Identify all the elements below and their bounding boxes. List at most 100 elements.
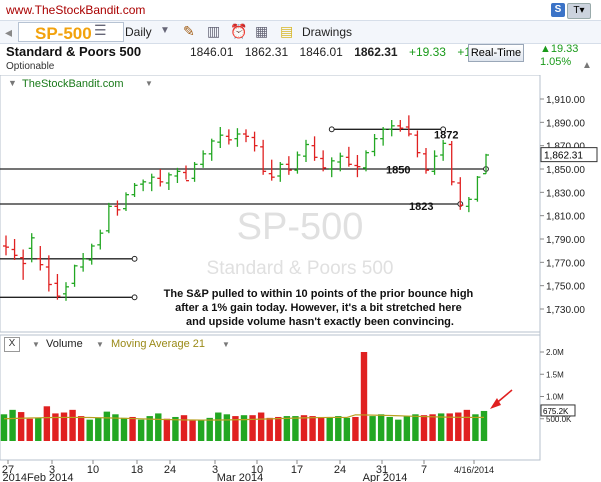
- ohlc-bar: [11, 239, 18, 260]
- ohlc-bar: [354, 155, 361, 178]
- volume-tick-label: 1.5M: [546, 370, 564, 379]
- badge-s[interactable]: S: [551, 3, 565, 17]
- volume-bar: [17, 412, 25, 441]
- volume-bar: [429, 414, 436, 441]
- ohlc-bar: [414, 130, 421, 158]
- alarm-clock-icon[interactable]: ⏰: [230, 23, 248, 39]
- volume-current-label: 675.2K: [543, 407, 569, 416]
- volume-bar: [240, 415, 248, 441]
- collapse-icon[interactable]: ▲: [582, 60, 592, 71]
- ohlc-bar: [123, 192, 129, 211]
- source-chevron-icon[interactable]: ▼: [145, 79, 153, 88]
- level-label-1872: 1872: [434, 130, 458, 142]
- badge-t[interactable]: T▾: [567, 3, 591, 19]
- rt-up-arrow-icon: ▲: [540, 43, 551, 55]
- volume-bar: [275, 416, 282, 441]
- volume-label-chevron-icon[interactable]: ▼: [96, 340, 104, 349]
- volume-bar: [326, 416, 333, 441]
- brand-link[interactable]: www.TheStockBandit.com: [6, 3, 146, 17]
- tools-icon[interactable]: ✎: [183, 23, 195, 39]
- badge-s-label: S: [554, 4, 562, 15]
- period-select[interactable]: Daily: [125, 25, 152, 39]
- annotation-text: The S&P pulled to within 10 points of th…: [164, 288, 477, 328]
- symbol-input[interactable]: SP-500: [18, 22, 124, 43]
- volume-bar: [455, 412, 462, 441]
- ohlc-bar: [234, 128, 241, 147]
- ohlc-bar: [294, 151, 301, 174]
- badge-t-label: T: [573, 5, 580, 16]
- volume-bar: [0, 414, 8, 441]
- level-label-1823: 1823: [409, 201, 433, 213]
- price-tick-label: 1,770.00: [546, 258, 585, 269]
- line-anchor-dot: [328, 126, 335, 133]
- x-tick-label: 4/16/2014: [454, 465, 494, 475]
- volume-tick-label: 2.0M: [546, 348, 564, 357]
- volume-chevron-icon[interactable]: ▼: [32, 340, 40, 349]
- volume-bar: [86, 419, 93, 441]
- volume-bar: [189, 420, 196, 441]
- x-tick-label: 7: [421, 464, 427, 476]
- ohlc-bar: [20, 249, 27, 280]
- ohlc-bar: [45, 255, 52, 292]
- calculator-icon[interactable]: ▦: [255, 23, 269, 39]
- ohlc-bar: [183, 165, 189, 182]
- volume-bar: [155, 413, 162, 441]
- volume-bar: [172, 416, 179, 441]
- line-anchor-dot: [131, 294, 138, 301]
- price-tick-label: 1,850.00: [546, 165, 585, 176]
- volume-bar: [309, 416, 316, 441]
- ohlc-bar: [148, 173, 155, 192]
- ohlc-bar: [251, 131, 258, 152]
- ohlc-bar: [448, 141, 455, 186]
- x-tick-label: 10: [87, 464, 99, 476]
- back-arrow-icon[interactable]: ◂: [5, 24, 13, 40]
- x-month-label: Mar 2014: [217, 472, 263, 482]
- current-price-label: 1,862.31: [544, 151, 583, 162]
- note-icon[interactable]: ▤: [280, 23, 294, 39]
- rt-pct: 1.05%: [540, 56, 572, 68]
- ohlc-bar: [345, 146, 352, 167]
- ohlc-bar: [165, 172, 172, 190]
- volume-close-button[interactable]: X: [4, 337, 20, 352]
- realtime-button[interactable]: Real-Time: [468, 44, 524, 62]
- volume-bar: [257, 412, 265, 441]
- x-tick-label: 10: [251, 464, 263, 476]
- volume-bar: [129, 416, 136, 441]
- price-tick-label: 1,830.00: [546, 188, 585, 199]
- volume-bar: [283, 416, 291, 441]
- chart-type-icon[interactable]: ▥: [207, 23, 221, 39]
- line-anchor-dot: [440, 126, 447, 133]
- volume-bar: [403, 416, 411, 441]
- current-price-box: [540, 147, 598, 163]
- ohlc-bar: [131, 183, 138, 197]
- close-value: 1862.31: [354, 45, 398, 59]
- volume-bar: [146, 416, 153, 441]
- red-arrow-annotation: [490, 389, 513, 409]
- panel-collapse-icon[interactable]: ▼: [8, 78, 17, 88]
- ohlc-bar: [465, 197, 472, 213]
- volume-bar: [463, 409, 471, 441]
- chevron-down-icon[interactable]: ▼: [160, 25, 170, 36]
- volume-bar: [352, 416, 359, 441]
- optionable-label: Optionable: [6, 61, 55, 72]
- ohlc-bar: [63, 282, 69, 301]
- price-tick-label: 1,810.00: [546, 212, 585, 223]
- ma-chevron-icon[interactable]: ▼: [222, 340, 230, 349]
- price-tick-label: 1,790.00: [546, 235, 585, 246]
- volume-bar: [377, 414, 385, 441]
- volume-bar: [292, 416, 299, 441]
- volume-bar: [335, 416, 342, 441]
- list-icon[interactable]: ☰: [94, 22, 107, 38]
- realtime-values: ▲19.33 1.05%: [540, 43, 578, 69]
- instrument-name: Standard & Poors 500: [6, 44, 142, 59]
- volume-bar: [103, 411, 111, 441]
- price-tick-label: 1,910.00: [546, 95, 585, 106]
- ohlc-bar: [405, 115, 412, 137]
- chart-subtitle-watermark: Standard & Poors 500: [207, 258, 394, 279]
- drawings-button[interactable]: Drawings: [302, 25, 353, 39]
- volume-bar: [395, 419, 402, 441]
- source-label: TheStockBandit.com: [22, 78, 124, 90]
- volume-bar: [317, 416, 325, 441]
- ohlc-bar: [431, 150, 438, 175]
- ohlc-bar: [217, 127, 224, 148]
